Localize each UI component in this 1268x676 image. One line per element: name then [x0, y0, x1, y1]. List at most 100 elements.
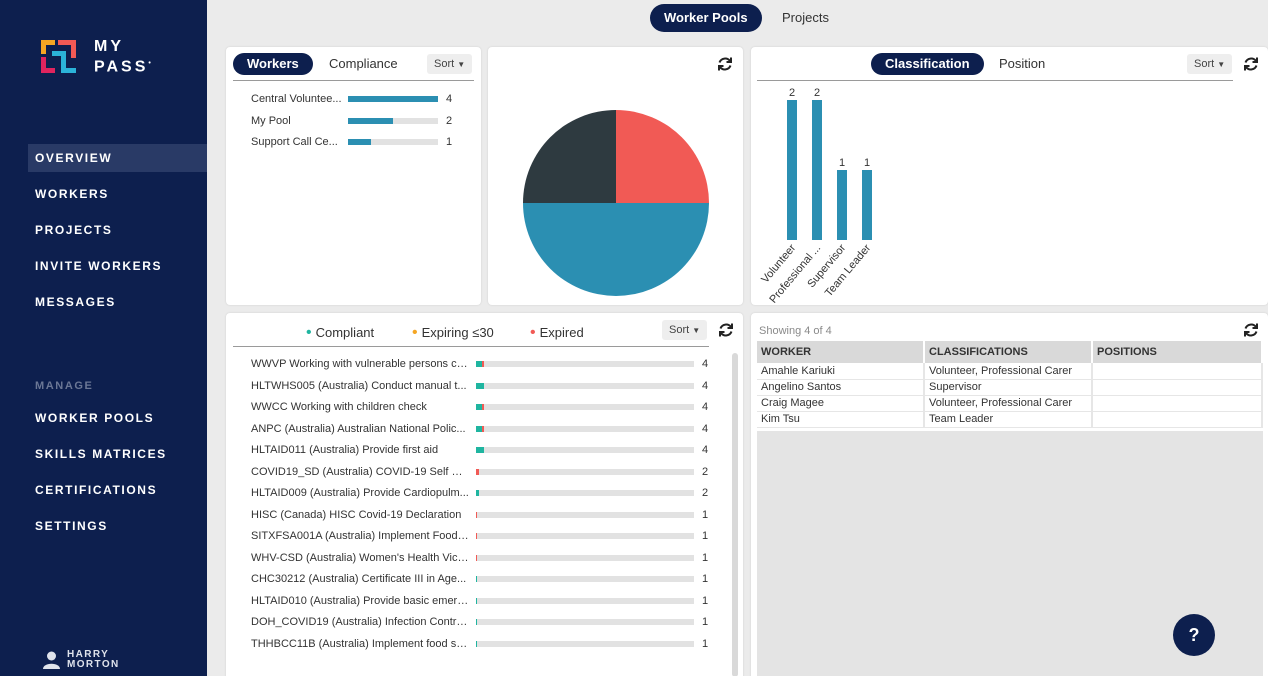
- bar-fill-compliant: [476, 576, 478, 582]
- list-item[interactable]: Central Voluntee... 4: [226, 92, 481, 106]
- bar[interactable]: [787, 100, 797, 240]
- divider: [757, 80, 1233, 81]
- bar-track: [476, 597, 694, 604]
- sort-button[interactable]: Sort ▼: [1187, 54, 1233, 74]
- mypass-logo[interactable]: MY PASS•: [41, 38, 151, 75]
- tab-worker-pools[interactable]: Worker Pools: [650, 4, 762, 32]
- certification-label: WHV-CSD (Australia) Women's Health Vict.…: [251, 551, 469, 564]
- dot-icon: •: [530, 324, 536, 341]
- nav-settings[interactable]: SETTINGS: [35, 519, 108, 533]
- nav-projects[interactable]: PROJECTS: [35, 223, 113, 237]
- certification-count: 2: [702, 465, 709, 478]
- tab-compliance[interactable]: Compliance: [329, 56, 398, 71]
- bar-track: [476, 404, 694, 410]
- nav-overview[interactable]: OVERVIEW: [28, 144, 207, 172]
- list-item[interactable]: HISC (Canada) HISC Covid-19 Declaration 1: [226, 508, 743, 522]
- sort-button[interactable]: Sort ▼: [662, 320, 708, 340]
- refresh-icon[interactable]: [1243, 322, 1259, 338]
- refresh-icon[interactable]: [1243, 56, 1259, 72]
- caret-down-icon: ▼: [692, 326, 701, 335]
- bar-track: [476, 361, 694, 367]
- refresh-icon[interactable]: [717, 56, 733, 72]
- table-row[interactable]: Craig Magee Volunteer, Professional Care…: [757, 395, 1263, 412]
- list-item[interactable]: THHBCC11B (Australia) Implement food sa.…: [226, 637, 743, 651]
- certification-count: 1: [702, 508, 709, 521]
- list-item[interactable]: HLTAID009 (Australia) Provide Cardiopulm…: [226, 486, 743, 500]
- list-item[interactable]: WWVP Working with vulnerable persons ch.…: [226, 357, 743, 371]
- dot-icon: •: [412, 324, 418, 341]
- tab-position[interactable]: Position: [999, 56, 1046, 71]
- nav-workers[interactable]: WORKERS: [35, 187, 109, 201]
- bar-fill-compliant: [476, 597, 478, 604]
- list-item[interactable]: DOH_COVID19 (Australia) Infection Contro…: [226, 615, 743, 629]
- dot-icon: •: [306, 324, 312, 341]
- table-row[interactable]: Angelino Santos Supervisor: [757, 379, 1263, 396]
- bar-fill-compliant: [476, 382, 485, 389]
- pool-label: Support Call Ce...: [251, 136, 338, 148]
- certification-label: CHC30212 (Australia) Certificate III in …: [251, 573, 467, 585]
- mypass-logo-icon: [41, 40, 76, 74]
- pool-count: 4: [446, 93, 453, 105]
- legend-expiring: • Expiring ≤30: [412, 324, 494, 341]
- certification-count: 1: [702, 573, 709, 585]
- nav-messages[interactable]: MESSAGES: [35, 295, 116, 309]
- bar-track: [476, 447, 694, 453]
- bar-fill-expired: [481, 361, 485, 367]
- cell-positions: [1092, 395, 1263, 412]
- bar[interactable]: [812, 100, 822, 240]
- pie-panel: [488, 47, 743, 305]
- nav-certifications[interactable]: CERTIFICATIONS: [35, 483, 158, 497]
- pie-slice[interactable]: [523, 110, 616, 203]
- bar[interactable]: [837, 170, 847, 240]
- certification-label: WWCC Working with children check: [251, 401, 427, 413]
- pie-slice[interactable]: [616, 110, 709, 203]
- list-item[interactable]: HLTAID010 (Australia) Provide basic emer…: [226, 594, 743, 608]
- tab-projects[interactable]: Projects: [782, 10, 829, 25]
- refresh-icon[interactable]: [718, 322, 734, 338]
- column-header-worker[interactable]: WORKER: [757, 341, 925, 363]
- sidebar: MY PASS• OVERVIEW WORKERS PROJECTS INVIT…: [0, 0, 207, 676]
- tab-workers[interactable]: Workers: [233, 53, 313, 75]
- pool-count: 1: [446, 136, 453, 148]
- list-item[interactable]: Support Call Ce... 1: [226, 135, 481, 149]
- certification-label: SITXFSA001A (Australia) Implement Food .…: [251, 530, 469, 542]
- bar[interactable]: [862, 170, 872, 240]
- nav-invite-workers[interactable]: INVITE WORKERS: [35, 259, 163, 273]
- cell-positions: [1092, 379, 1263, 396]
- scrollbar[interactable]: [732, 353, 738, 676]
- bar-fill-compliant: [476, 619, 478, 625]
- cell-worker: Craig Magee: [757, 395, 925, 412]
- table-row[interactable]: Kim Tsu Team Leader: [757, 411, 1263, 428]
- list-item[interactable]: WHV-CSD (Australia) Women's Health Vict.…: [226, 551, 743, 565]
- certification-label: COVID19_SD (Australia) COVID-19 Self De.…: [251, 465, 469, 478]
- list-item[interactable]: ANPC (Australia) Australian National Pol…: [226, 422, 743, 436]
- nav-skills-matrices[interactable]: SKILLS MATRICES: [35, 447, 167, 461]
- table-row[interactable]: Amahle Kariuki Volunteer, Professional C…: [757, 363, 1263, 380]
- data-label: 2: [814, 87, 820, 99]
- divider: [233, 346, 709, 347]
- pie-slice[interactable]: [523, 203, 709, 296]
- certification-count: 4: [702, 401, 709, 413]
- bar-track: [476, 619, 694, 625]
- list-item[interactable]: SITXFSA001A (Australia) Implement Food .…: [226, 529, 743, 543]
- nav-worker-pools[interactable]: WORKER POOLS: [35, 411, 155, 425]
- list-item[interactable]: My Pool 2: [226, 114, 481, 128]
- column-header-positions[interactable]: POSITIONS: [1092, 341, 1263, 363]
- list-item[interactable]: COVID19_SD (Australia) COVID-19 Self De.…: [226, 465, 743, 479]
- list-item[interactable]: HLTWHS005 (Australia) Conduct manual t..…: [226, 379, 743, 393]
- cell-positions: [1092, 363, 1263, 380]
- certification-count: 4: [702, 358, 709, 370]
- sort-button[interactable]: Sort ▼: [427, 54, 473, 74]
- help-button[interactable]: ?: [1173, 614, 1215, 656]
- list-item[interactable]: WWCC Working with children check 4: [226, 400, 743, 414]
- column-header-classifications[interactable]: CLASSIFICATIONS: [924, 341, 1093, 363]
- list-item[interactable]: HLTAID011 (Australia) Provide first aid 4: [226, 443, 743, 457]
- user-profile[interactable]: HARRY MORTON: [43, 650, 120, 670]
- certification-label: HLTAID011 (Australia) Provide first aid: [251, 444, 439, 456]
- bar-track: [476, 640, 694, 647]
- list-item[interactable]: CHC30212 (Australia) Certificate III in …: [226, 572, 743, 586]
- pool-count: 2: [446, 114, 453, 127]
- cell-classifications: Supervisor: [924, 379, 1093, 396]
- user-name: HARRY MORTON: [67, 649, 120, 670]
- tab-classification[interactable]: Classification: [871, 53, 984, 75]
